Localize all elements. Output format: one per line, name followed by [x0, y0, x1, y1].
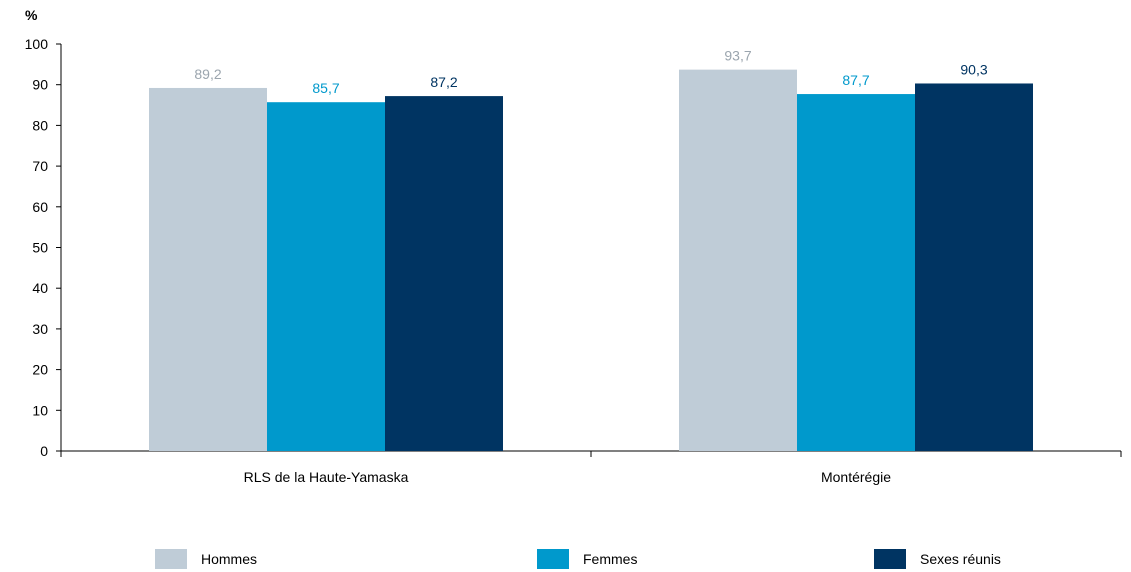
x-category-label: RLS de la Haute-Yamaska	[244, 469, 409, 485]
legend: Hommes Femmes Sexes réunis	[155, 549, 1001, 569]
data-label: 87,7	[842, 72, 869, 88]
y-tick-label: 100	[25, 36, 49, 52]
y-tick-label: 80	[32, 117, 48, 133]
bar	[797, 94, 915, 451]
y-tick-label: 20	[32, 362, 48, 378]
bar	[149, 87, 267, 452]
bar	[267, 102, 385, 452]
y-tick-label: 60	[32, 199, 48, 215]
legend-label: Femmes	[583, 551, 637, 567]
legend-label: Hommes	[201, 551, 257, 567]
y-tick-label: 0	[40, 443, 48, 459]
bar	[915, 83, 1033, 451]
legend-swatch	[537, 549, 569, 569]
y-axis-unit-label: %	[25, 7, 38, 23]
y-tick-label: 90	[32, 77, 48, 93]
data-label: 87,2	[430, 74, 457, 90]
bar	[385, 96, 503, 451]
y-tick-label: 40	[32, 280, 48, 296]
data-label: 90,3	[960, 61, 987, 77]
bar	[679, 69, 797, 452]
y-tick-label: 70	[32, 158, 48, 174]
bars: 89,2 85,7 87,2 93,7 87,7 90,3	[149, 48, 1033, 452]
legend-swatch	[874, 549, 906, 569]
x-category-label: Montérégie	[821, 469, 891, 485]
data-label: 89,2	[194, 66, 221, 82]
y-tick-label: 10	[32, 402, 48, 418]
y-tick-label: 50	[32, 240, 48, 256]
data-label: 85,7	[312, 80, 339, 96]
legend-label: Sexes réunis	[920, 551, 1001, 567]
data-label: 93,7	[724, 48, 751, 64]
y-tick-label: 30	[32, 321, 48, 337]
legend-swatch	[155, 549, 187, 569]
